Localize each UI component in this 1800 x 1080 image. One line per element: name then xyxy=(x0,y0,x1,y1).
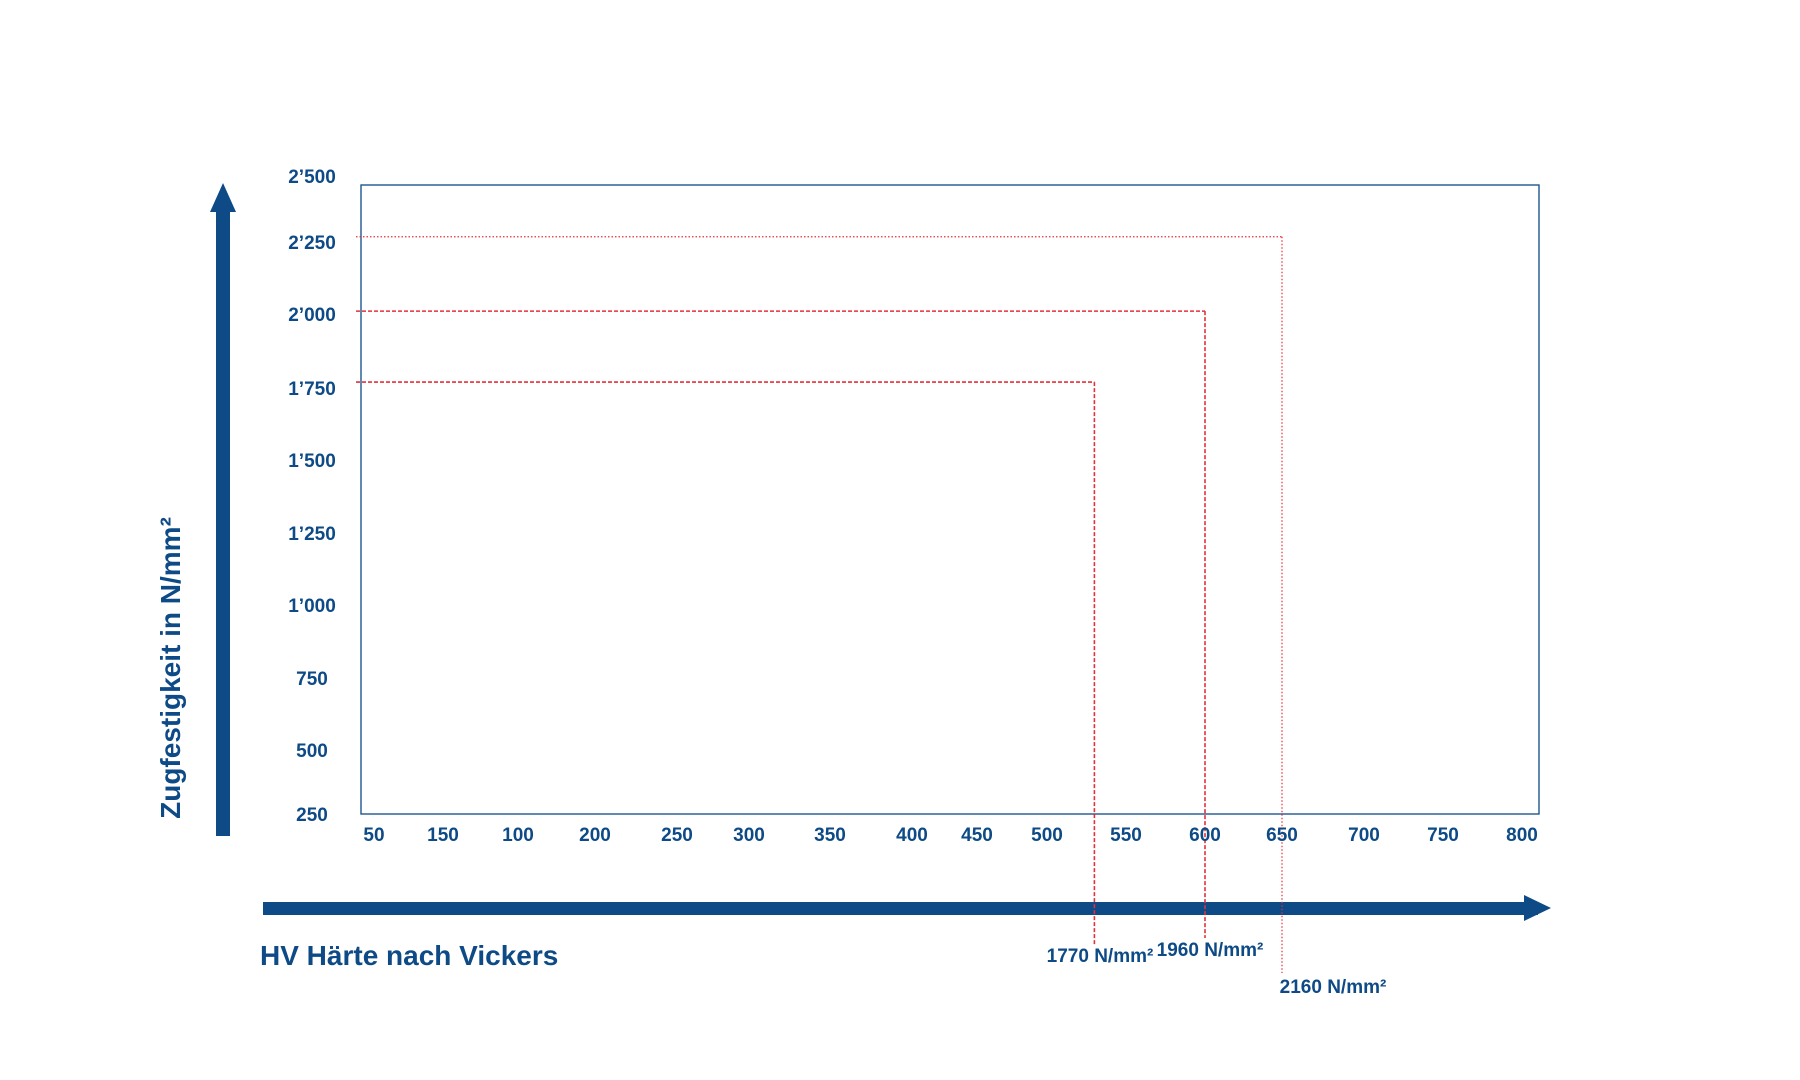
reference-label: 1770 N/mm² xyxy=(1047,946,1154,967)
y-tick-label: 1’500 xyxy=(288,451,336,472)
y-axis-arrow-head xyxy=(210,183,236,212)
x-tick-label: 250 xyxy=(661,825,693,846)
x-tick-labels: 50 150 100 200 250 300 350 400 450 500 550 600 650 70… xyxy=(363,825,1537,846)
x-tick-label: 300 xyxy=(733,825,765,846)
y-tick-label: 2’000 xyxy=(288,305,336,326)
x-axis-arrow-shaft xyxy=(263,902,1538,915)
x-tick-label: 400 xyxy=(896,825,928,846)
y-tick-labels: 250 500 750 1’000 1’250 1’500 1’750 2’000 2’250 2… xyxy=(288,167,336,826)
y-tick-label: 750 xyxy=(296,669,328,690)
reference-label: 2160 N/mm² xyxy=(1280,977,1387,998)
x-tick-label: 450 xyxy=(961,825,993,846)
y-axis-title: Zugfestigkeit in N/mm² xyxy=(155,517,186,819)
x-tick-label: 750 xyxy=(1427,825,1459,846)
x-tick-label: 550 xyxy=(1110,825,1142,846)
x-tick-label: 100 xyxy=(502,825,534,846)
x-tick-label: 800 xyxy=(1506,825,1538,846)
x-tick-label: 650 xyxy=(1266,825,1298,846)
reference-lines xyxy=(356,236,1283,973)
x-tick-label: 200 xyxy=(579,825,611,846)
plot-frame xyxy=(360,184,1540,815)
y-tick-label: 1’000 xyxy=(288,596,336,617)
y-tick-label: 500 xyxy=(296,741,328,762)
y-axis-arrow-shaft xyxy=(216,208,230,836)
y-tick-label: 1’250 xyxy=(288,524,336,545)
x-tick-label: 700 xyxy=(1348,825,1380,846)
y-tick-label: 1’750 xyxy=(288,379,336,400)
y-tick-label: 250 xyxy=(296,805,328,826)
x-tick-label: 50 xyxy=(363,825,384,846)
x-axis-arrow-head xyxy=(1524,895,1551,921)
x-tick-label: 600 xyxy=(1189,825,1221,846)
y-tick-label: 2’500 xyxy=(288,167,336,188)
reference-labels: 1770 N/mm² 1960 N/mm² 2160 N/mm² xyxy=(1047,940,1387,998)
x-tick-label: 350 xyxy=(814,825,846,846)
x-axis-title: HV Härte nach Vickers xyxy=(260,940,558,971)
x-tick-label: 500 xyxy=(1031,825,1063,846)
y-tick-label: 2’250 xyxy=(288,233,336,254)
x-tick-label: 150 xyxy=(427,825,459,846)
reference-label: 1960 N/mm² xyxy=(1157,940,1264,961)
